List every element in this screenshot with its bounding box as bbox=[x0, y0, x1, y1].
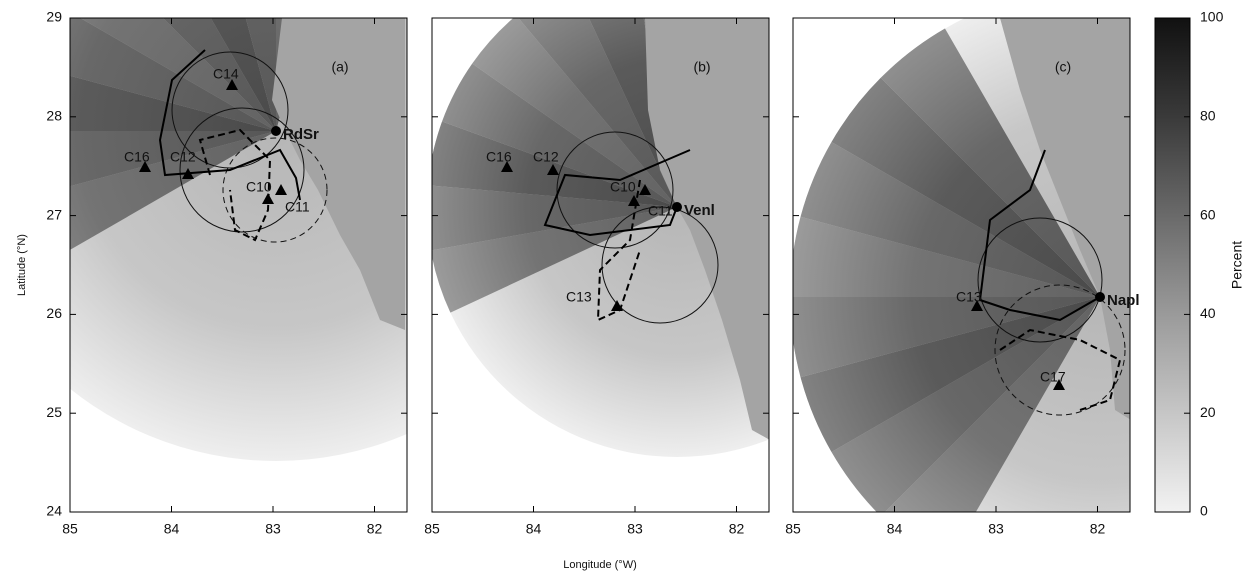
colorbar-tick-label: 20 bbox=[1200, 404, 1216, 420]
station-marker bbox=[547, 164, 559, 175]
drifter-track bbox=[198, 128, 272, 242]
site-marker bbox=[271, 126, 281, 136]
colorbar-tick-label: 60 bbox=[1200, 206, 1216, 222]
station-label: C10 bbox=[246, 179, 272, 195]
station-marker bbox=[628, 195, 640, 206]
drifter-track bbox=[978, 149, 1101, 322]
panel-label: (b) bbox=[693, 59, 710, 75]
site-label: RdSr bbox=[283, 126, 319, 143]
panel-frame bbox=[69, 17, 408, 513]
colorbar-tick-label: 0 bbox=[1200, 503, 1208, 519]
x-tick-label: 83 bbox=[627, 521, 643, 537]
y-tick-label: 24 bbox=[46, 503, 62, 519]
station-marker bbox=[275, 184, 287, 195]
map-panel: (c) Napl C13 C17 85 84 83 82 bbox=[785, 17, 1140, 537]
range-circle bbox=[601, 206, 719, 324]
map-layers bbox=[432, 18, 769, 457]
range-circle bbox=[556, 131, 674, 249]
station-marker bbox=[139, 161, 151, 172]
colorbar-tick-label: 100 bbox=[1200, 9, 1224, 25]
land bbox=[1000, 18, 1130, 420]
y-tick-label: 25 bbox=[46, 404, 62, 420]
x-tick-label: 85 bbox=[424, 521, 440, 537]
station-label: C16 bbox=[486, 149, 512, 165]
y-tick-label: 27 bbox=[46, 206, 62, 222]
panel-frame bbox=[792, 17, 1131, 513]
map-panel: (a) RdSr C14 C16 C12 C10 C11 85 84 83 82 24 25 26 27 28… bbox=[46, 9, 408, 537]
map-layers bbox=[793, 18, 1130, 512]
colorbar-label: Percent bbox=[1229, 241, 1245, 289]
map-panel: (b) Venl C16 C12 C10 C11 C13 85 84 83 82 bbox=[424, 17, 770, 537]
x-tick-label: 83 bbox=[988, 521, 1004, 537]
colorbar-tick-label: 40 bbox=[1200, 305, 1216, 321]
range-circle bbox=[222, 137, 328, 243]
site-marker bbox=[672, 202, 682, 212]
panel-label: (a) bbox=[331, 59, 348, 75]
y-tick-label: 26 bbox=[46, 305, 62, 321]
station-marker bbox=[611, 300, 623, 311]
station-label: C16 bbox=[124, 149, 150, 165]
station-label: C13 bbox=[956, 289, 982, 305]
map-layers bbox=[70, 18, 407, 461]
x-tick-label: 82 bbox=[1090, 521, 1106, 537]
y-axis-label: Latitude (°N) bbox=[16, 234, 28, 296]
station-label: C11 bbox=[285, 199, 310, 215]
station-marker bbox=[1053, 379, 1065, 390]
station-marker bbox=[501, 161, 513, 172]
x-axis-label: Longitude (°W) bbox=[563, 559, 637, 571]
station-label: C12 bbox=[533, 149, 559, 165]
station-marker bbox=[639, 184, 651, 195]
site-label: Venl bbox=[684, 202, 715, 219]
x-tick-label: 84 bbox=[526, 521, 542, 537]
station-marker bbox=[971, 300, 983, 311]
x-tick-label: 83 bbox=[265, 521, 281, 537]
range-circle bbox=[977, 217, 1103, 343]
y-tick-label: 29 bbox=[46, 9, 62, 25]
range-circle bbox=[179, 107, 305, 233]
site-label: Napl bbox=[1107, 292, 1140, 309]
colorbar bbox=[1154, 17, 1191, 513]
drifter-track bbox=[543, 149, 691, 237]
station-label: C14 bbox=[213, 66, 239, 82]
station-label: C13 bbox=[566, 289, 592, 305]
panel-label: (c) bbox=[1055, 59, 1071, 75]
station-marker bbox=[182, 168, 194, 179]
drifter-track bbox=[596, 179, 641, 322]
station-label: C17 bbox=[1040, 369, 1066, 385]
land bbox=[272, 18, 405, 330]
station-marker bbox=[226, 79, 238, 90]
y-tick-label: 28 bbox=[46, 108, 62, 124]
station-label: C11 bbox=[648, 203, 673, 219]
land bbox=[645, 18, 769, 440]
x-tick-label: 84 bbox=[164, 521, 180, 537]
drifter-track bbox=[158, 49, 301, 201]
panel-frame bbox=[431, 17, 770, 513]
range-circle bbox=[994, 284, 1126, 416]
x-tick-label: 82 bbox=[729, 521, 745, 537]
site-marker bbox=[1095, 292, 1105, 302]
colorbar-tick-label: 80 bbox=[1200, 108, 1216, 124]
range-circle bbox=[171, 51, 289, 169]
station-label: C10 bbox=[610, 179, 636, 195]
x-tick-label: 85 bbox=[785, 521, 801, 537]
x-tick-label: 85 bbox=[62, 521, 78, 537]
x-tick-label: 82 bbox=[367, 521, 383, 537]
station-marker bbox=[262, 193, 274, 204]
x-tick-label: 84 bbox=[887, 521, 903, 537]
drifter-track bbox=[999, 328, 1122, 411]
station-label: C12 bbox=[170, 149, 196, 165]
